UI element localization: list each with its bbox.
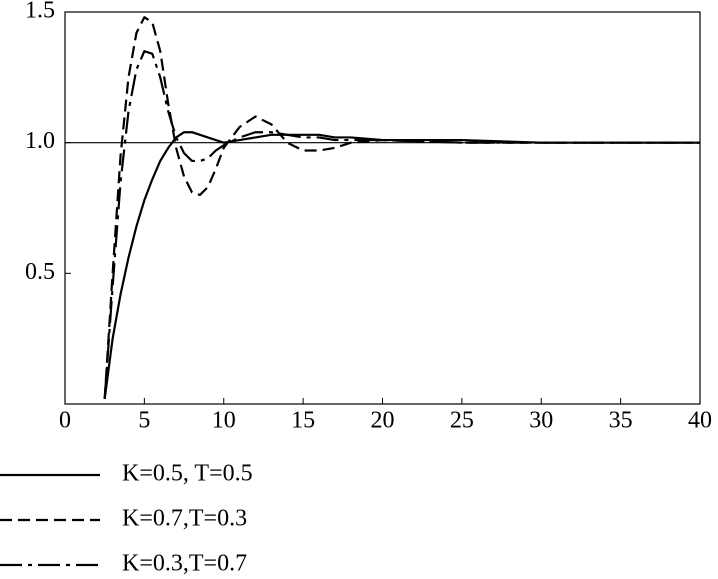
legend-label: K=0.5, T=0.5: [122, 461, 253, 487]
x-tick-label: 10: [212, 408, 236, 434]
x-tick-label: 35: [609, 408, 633, 434]
x-tick-label: 20: [371, 408, 395, 434]
y-tick-label: 1.0: [25, 128, 55, 154]
legend-label: K=0.3,T=0.7: [122, 551, 247, 577]
x-tick-label: 0: [59, 408, 71, 434]
x-tick-label: 5: [138, 408, 150, 434]
x-tick-label: 15: [291, 408, 315, 434]
y-tick-label: 1.5: [25, 0, 55, 24]
series-line: [103, 50, 700, 399]
y-tick-label: 0.5: [25, 259, 55, 285]
x-tick-label: 25: [450, 408, 474, 434]
x-tick-label: 40: [688, 408, 712, 434]
series-line: [103, 16, 700, 399]
x-tick-label: 30: [529, 408, 553, 434]
plot-frame: [64, 11, 701, 405]
series-line: [103, 131, 700, 399]
legend-label: K=0.7,T=0.3: [122, 506, 247, 532]
